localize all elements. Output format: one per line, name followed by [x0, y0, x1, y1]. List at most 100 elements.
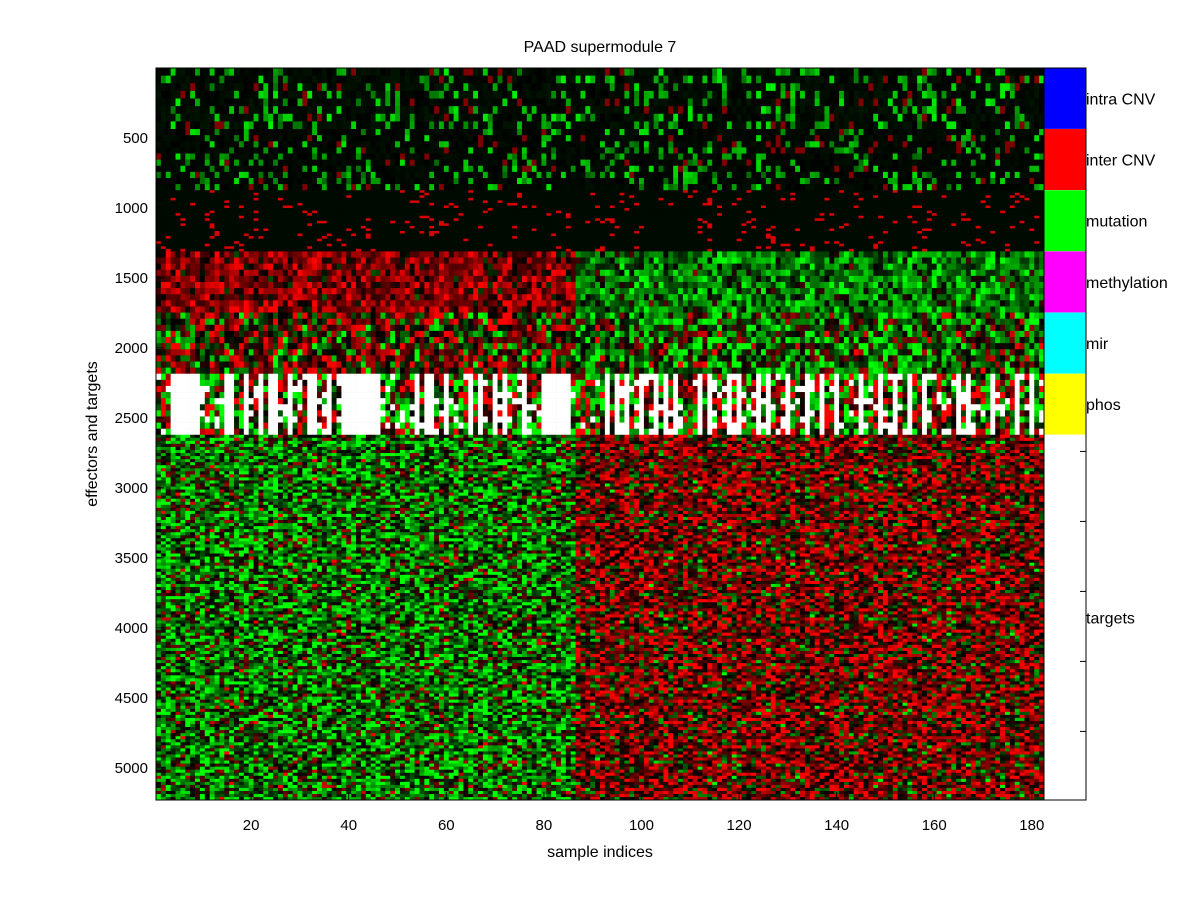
heatmap-cell	[878, 141, 884, 148]
heatmap-cell	[541, 68, 547, 76]
heatmap-cell	[726, 121, 733, 130]
heatmap-cell	[653, 165, 659, 173]
heatmap-cell	[351, 202, 357, 206]
heatmap-cell	[1000, 90, 1006, 99]
heatmap-cell	[214, 147, 220, 154]
heatmap-cell	[458, 90, 464, 99]
heatmap-cell	[175, 197, 181, 201]
heatmap-cell	[336, 135, 342, 142]
heatmap-cell	[336, 141, 342, 148]
heatmap-cell	[814, 177, 820, 185]
heatmap-cell	[790, 121, 796, 130]
heatmap-cell	[199, 129, 206, 136]
heatmap-cell	[302, 171, 308, 179]
heatmap-cell	[160, 208, 167, 211]
heatmap-cell	[687, 106, 693, 115]
heatmap-cell	[834, 135, 840, 142]
heatmap-cell	[234, 129, 240, 136]
heatmap-cell	[975, 113, 981, 122]
heatmap-cell	[765, 159, 772, 167]
heatmap-cell	[502, 159, 508, 167]
heatmap-cell	[751, 75, 757, 84]
heatmap-cell	[263, 171, 269, 179]
heatmap-cell	[341, 225, 347, 229]
heatmap-cell	[443, 113, 450, 122]
heatmap-cell	[268, 159, 274, 167]
heatmap-cell	[580, 135, 586, 142]
heatmap-cell	[546, 135, 552, 142]
heatmap-cell	[214, 135, 220, 142]
heatmap-cell	[692, 165, 698, 173]
heatmap-cell	[190, 195, 196, 199]
heatmap-cell	[458, 171, 464, 179]
heatmap-cell	[238, 83, 245, 92]
heatmap-cell	[273, 197, 279, 201]
heatmap-cell	[726, 159, 733, 167]
heatmap-cell	[639, 135, 645, 142]
heatmap-cell	[663, 121, 669, 130]
heatmap-cell	[863, 165, 869, 173]
heatmap-cell	[717, 171, 723, 179]
heatmap-cell	[512, 121, 518, 130]
heatmap-cell	[487, 225, 493, 229]
heatmap-cell	[663, 147, 669, 154]
heatmap-cell	[697, 121, 703, 130]
heatmap-cell	[531, 106, 537, 115]
heatmap-cell	[663, 184, 669, 191]
heatmap-cell	[502, 165, 508, 173]
heatmap-cell	[375, 215, 381, 219]
heatmap-cell	[658, 171, 664, 179]
heatmap-cell	[180, 83, 186, 92]
heatmap-cell	[224, 165, 230, 173]
heatmap-cell	[790, 129, 796, 136]
heatmap-cell	[204, 210, 210, 214]
heatmap-cell	[224, 238, 230, 242]
heatmap-cell	[234, 190, 240, 194]
heatmap-cell	[609, 129, 615, 136]
heatmap-cell	[634, 165, 640, 173]
heatmap-cell	[482, 190, 489, 194]
heatmap-cell	[409, 177, 415, 185]
heatmap-cell	[961, 171, 967, 179]
heatmap-cell	[277, 220, 284, 224]
heatmap-cell	[248, 159, 254, 167]
heatmap-cell	[317, 113, 323, 122]
heatmap-cell	[473, 225, 479, 229]
heatmap-cell	[526, 75, 532, 84]
heatmap-cell	[658, 147, 664, 154]
heatmap-cell	[761, 113, 767, 122]
heatmap-cell	[443, 208, 450, 211]
heatmap-cell	[761, 75, 767, 84]
heatmap-cell	[438, 153, 445, 160]
heatmap-cell	[814, 147, 820, 154]
heatmap-cell	[663, 141, 669, 148]
heatmap-cell	[326, 215, 332, 219]
heatmap-cell	[487, 129, 493, 136]
heatmap-cell	[448, 213, 454, 216]
heatmap-cell	[556, 165, 562, 173]
heatmap-cell	[307, 177, 313, 185]
heatmap-cell	[619, 177, 625, 185]
heatmap-cell	[404, 241, 411, 245]
heatmap-cell	[414, 215, 420, 219]
heatmap-cell	[370, 68, 376, 76]
heatmap-cell	[458, 243, 464, 247]
heatmap-cell	[317, 205, 323, 209]
heatmap-cell	[756, 68, 762, 76]
heatmap-cell	[170, 147, 176, 154]
heatmap-cell	[658, 184, 664, 191]
heatmap-cell	[331, 190, 337, 194]
heatmap-cell	[756, 153, 762, 160]
heatmap-cell	[624, 98, 630, 107]
heatmap-cell	[204, 248, 210, 252]
heatmap-cell	[682, 135, 689, 142]
heatmap-cell	[609, 98, 615, 107]
heatmap-cell	[248, 233, 254, 237]
heatmap-cell	[180, 243, 186, 247]
heatmap-cell	[731, 106, 737, 115]
heatmap-cell	[1039, 113, 1045, 122]
heatmap-cell	[390, 141, 396, 148]
heatmap-cell	[873, 113, 879, 122]
heatmap-cell	[175, 147, 181, 154]
heatmap-cell	[297, 129, 303, 136]
